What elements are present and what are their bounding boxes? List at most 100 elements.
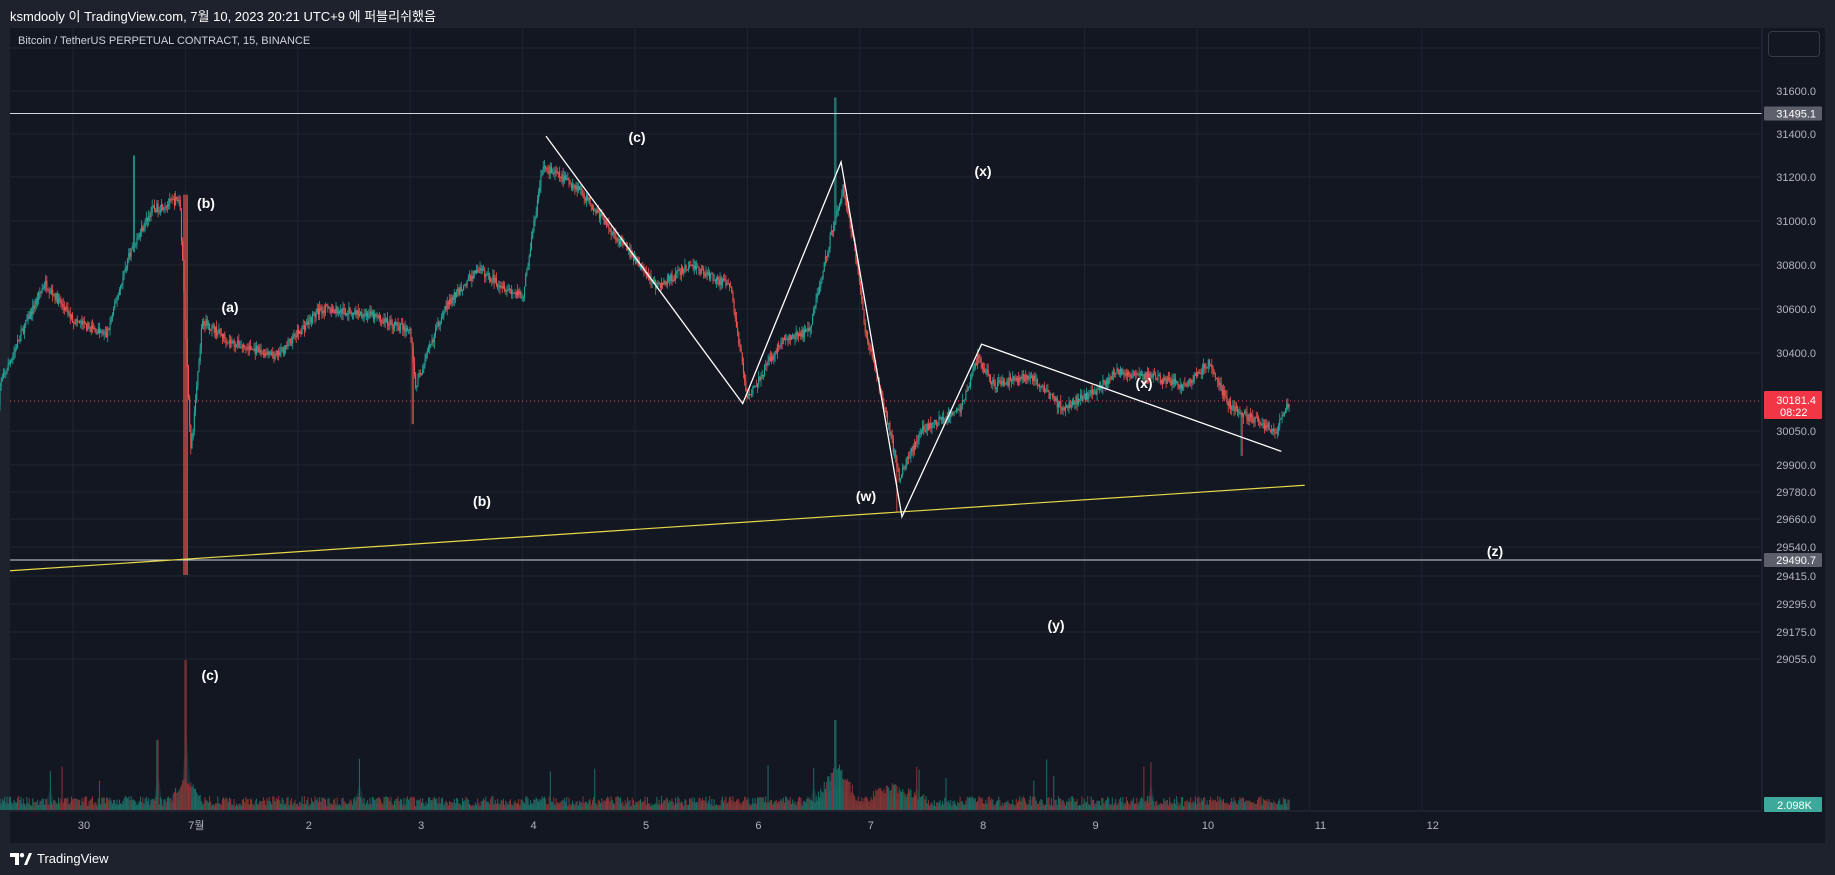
candle-body bbox=[164, 206, 166, 209]
volume-bar bbox=[1186, 799, 1188, 810]
candle-body bbox=[1076, 396, 1078, 405]
candle-body bbox=[153, 205, 156, 210]
volume-bar bbox=[1240, 798, 1242, 810]
candle-body bbox=[1211, 365, 1213, 369]
candle-body bbox=[566, 178, 568, 180]
volume-bar bbox=[521, 799, 523, 810]
candle-body bbox=[523, 286, 526, 298]
volume-bar bbox=[1047, 798, 1049, 810]
volume-bar bbox=[124, 796, 126, 810]
volume-bar bbox=[87, 805, 89, 810]
candle-body bbox=[362, 317, 364, 319]
candle-body bbox=[252, 349, 254, 351]
volume-bar bbox=[468, 803, 470, 810]
candle-body bbox=[1187, 380, 1189, 386]
volume-bar bbox=[458, 803, 460, 810]
volume-bar bbox=[597, 799, 599, 810]
volume-bar bbox=[415, 805, 417, 810]
candle-body bbox=[578, 186, 581, 190]
candle-body bbox=[1207, 360, 1209, 368]
volume-bar bbox=[279, 800, 281, 810]
volume-bar bbox=[676, 803, 678, 810]
volume-bar bbox=[1198, 796, 1200, 810]
candle-body bbox=[219, 329, 221, 334]
volume-bar bbox=[1142, 798, 1144, 810]
tradingview-logo[interactable]: TradingView bbox=[10, 851, 109, 866]
candle-body bbox=[53, 294, 55, 296]
volume-bar bbox=[459, 804, 461, 810]
volume-bar bbox=[607, 796, 609, 810]
candle-body bbox=[1174, 378, 1177, 383]
candle-body bbox=[951, 411, 953, 416]
volume-bar bbox=[1182, 796, 1184, 810]
volume-bar bbox=[1016, 802, 1018, 810]
candle-body bbox=[390, 319, 392, 323]
candle-body bbox=[871, 349, 873, 357]
candle-body bbox=[504, 286, 506, 291]
volume-bar bbox=[727, 801, 729, 810]
volume-bar bbox=[254, 800, 256, 810]
volume-bar bbox=[1080, 805, 1082, 810]
candle-body bbox=[868, 341, 870, 345]
candle-body bbox=[581, 188, 583, 194]
volume-bar bbox=[45, 799, 47, 810]
candle-body bbox=[980, 359, 982, 364]
candle-body bbox=[984, 369, 986, 373]
candle-body bbox=[348, 307, 350, 315]
candle-body bbox=[1033, 375, 1035, 382]
candle-body bbox=[1070, 404, 1072, 408]
volume-bar bbox=[1260, 796, 1262, 810]
wave-label: (b) bbox=[473, 493, 491, 509]
volume-bar bbox=[1219, 796, 1221, 810]
volume-bar bbox=[602, 801, 604, 810]
candle-body bbox=[14, 348, 16, 352]
volume-bar bbox=[1128, 803, 1130, 810]
volume-bar bbox=[847, 778, 849, 810]
volume-bar bbox=[293, 802, 295, 810]
volume-bar bbox=[732, 796, 734, 810]
candle-body bbox=[15, 347, 17, 349]
wave-label: (c) bbox=[628, 129, 645, 145]
candle-body bbox=[498, 285, 500, 287]
volume-bar bbox=[247, 798, 249, 810]
candle-body bbox=[740, 346, 742, 353]
volume-bar bbox=[108, 800, 110, 810]
candle-body bbox=[1085, 392, 1088, 401]
wave-path[interactable] bbox=[545, 135, 1282, 519]
volume-bar bbox=[642, 801, 644, 810]
candle-body bbox=[1077, 398, 1079, 405]
volume-bar bbox=[698, 797, 700, 810]
candle-body bbox=[1149, 373, 1151, 380]
candle-body bbox=[663, 281, 665, 285]
volume-bar bbox=[673, 805, 675, 810]
candle-body bbox=[1204, 364, 1206, 368]
candle-body bbox=[1222, 390, 1225, 396]
candle-body bbox=[1037, 384, 1040, 386]
trendline[interactable] bbox=[9, 484, 1305, 572]
volume-bar bbox=[630, 805, 632, 810]
candle-body bbox=[279, 351, 281, 356]
candle-body bbox=[42, 287, 44, 289]
volume-bar bbox=[189, 785, 191, 810]
candle-body bbox=[484, 269, 486, 278]
candle-body bbox=[1263, 423, 1266, 429]
candle-body bbox=[957, 408, 959, 411]
candle-body bbox=[1148, 372, 1150, 380]
volume-bar bbox=[689, 798, 691, 810]
volume-bar bbox=[574, 804, 576, 810]
volume-bar bbox=[48, 804, 50, 810]
volume-bar bbox=[272, 796, 274, 810]
chart-frame[interactable] bbox=[10, 28, 1825, 843]
volume-bar bbox=[191, 786, 193, 810]
volume-bar bbox=[737, 798, 739, 810]
candle-body bbox=[210, 329, 212, 331]
volume-bar bbox=[198, 795, 200, 810]
volume-bar bbox=[875, 789, 877, 810]
chart-settings-button[interactable] bbox=[1768, 31, 1820, 57]
candle-body bbox=[557, 171, 560, 173]
volume-bar bbox=[396, 798, 398, 810]
volume-bar bbox=[128, 796, 130, 810]
candle-body bbox=[248, 345, 250, 350]
volume-bar bbox=[829, 781, 831, 810]
